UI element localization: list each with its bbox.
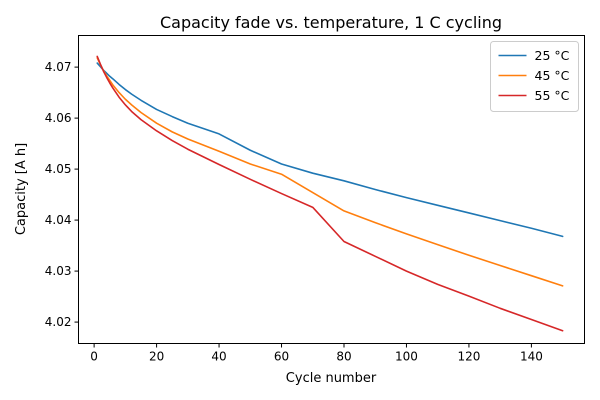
y-tick-label: 4.03 — [45, 264, 72, 278]
series-line-1 — [96, 57, 564, 287]
y-axis-label: Capacity [A h] — [14, 143, 29, 235]
plot-frame — [78, 35, 585, 344]
y-tick-label: 4.06 — [45, 111, 72, 125]
x-tick-label: 0 — [90, 350, 98, 364]
series-line-2 — [96, 55, 564, 332]
x-tick-label: 80 — [336, 350, 351, 364]
legend-label: 25 °C — [535, 48, 570, 63]
y-tick-label: 4.04 — [45, 213, 72, 227]
x-tick-label: 40 — [211, 350, 226, 364]
legend: 25 °C 45 °C 55 °C — [490, 41, 579, 112]
chart-title: Capacity fade vs. temperature, 1 C cycli… — [160, 13, 502, 32]
x-tick-label: 100 — [395, 350, 418, 364]
x-axis-label: Cycle number — [286, 371, 377, 386]
x-tick-label: 120 — [457, 350, 480, 364]
legend-box — [490, 41, 579, 112]
x-tick-label: 60 — [274, 350, 289, 364]
y-tick-label: 4.05 — [45, 162, 72, 176]
legend-label: 45 °C — [535, 68, 570, 83]
x-tick-label: 20 — [149, 350, 164, 364]
y-tick-label: 4.07 — [45, 60, 72, 74]
x-tick-label: 140 — [520, 350, 543, 364]
legend-label: 55 °C — [535, 88, 570, 103]
y-tick-label: 4.02 — [45, 315, 72, 329]
series-line-0 — [96, 62, 564, 238]
